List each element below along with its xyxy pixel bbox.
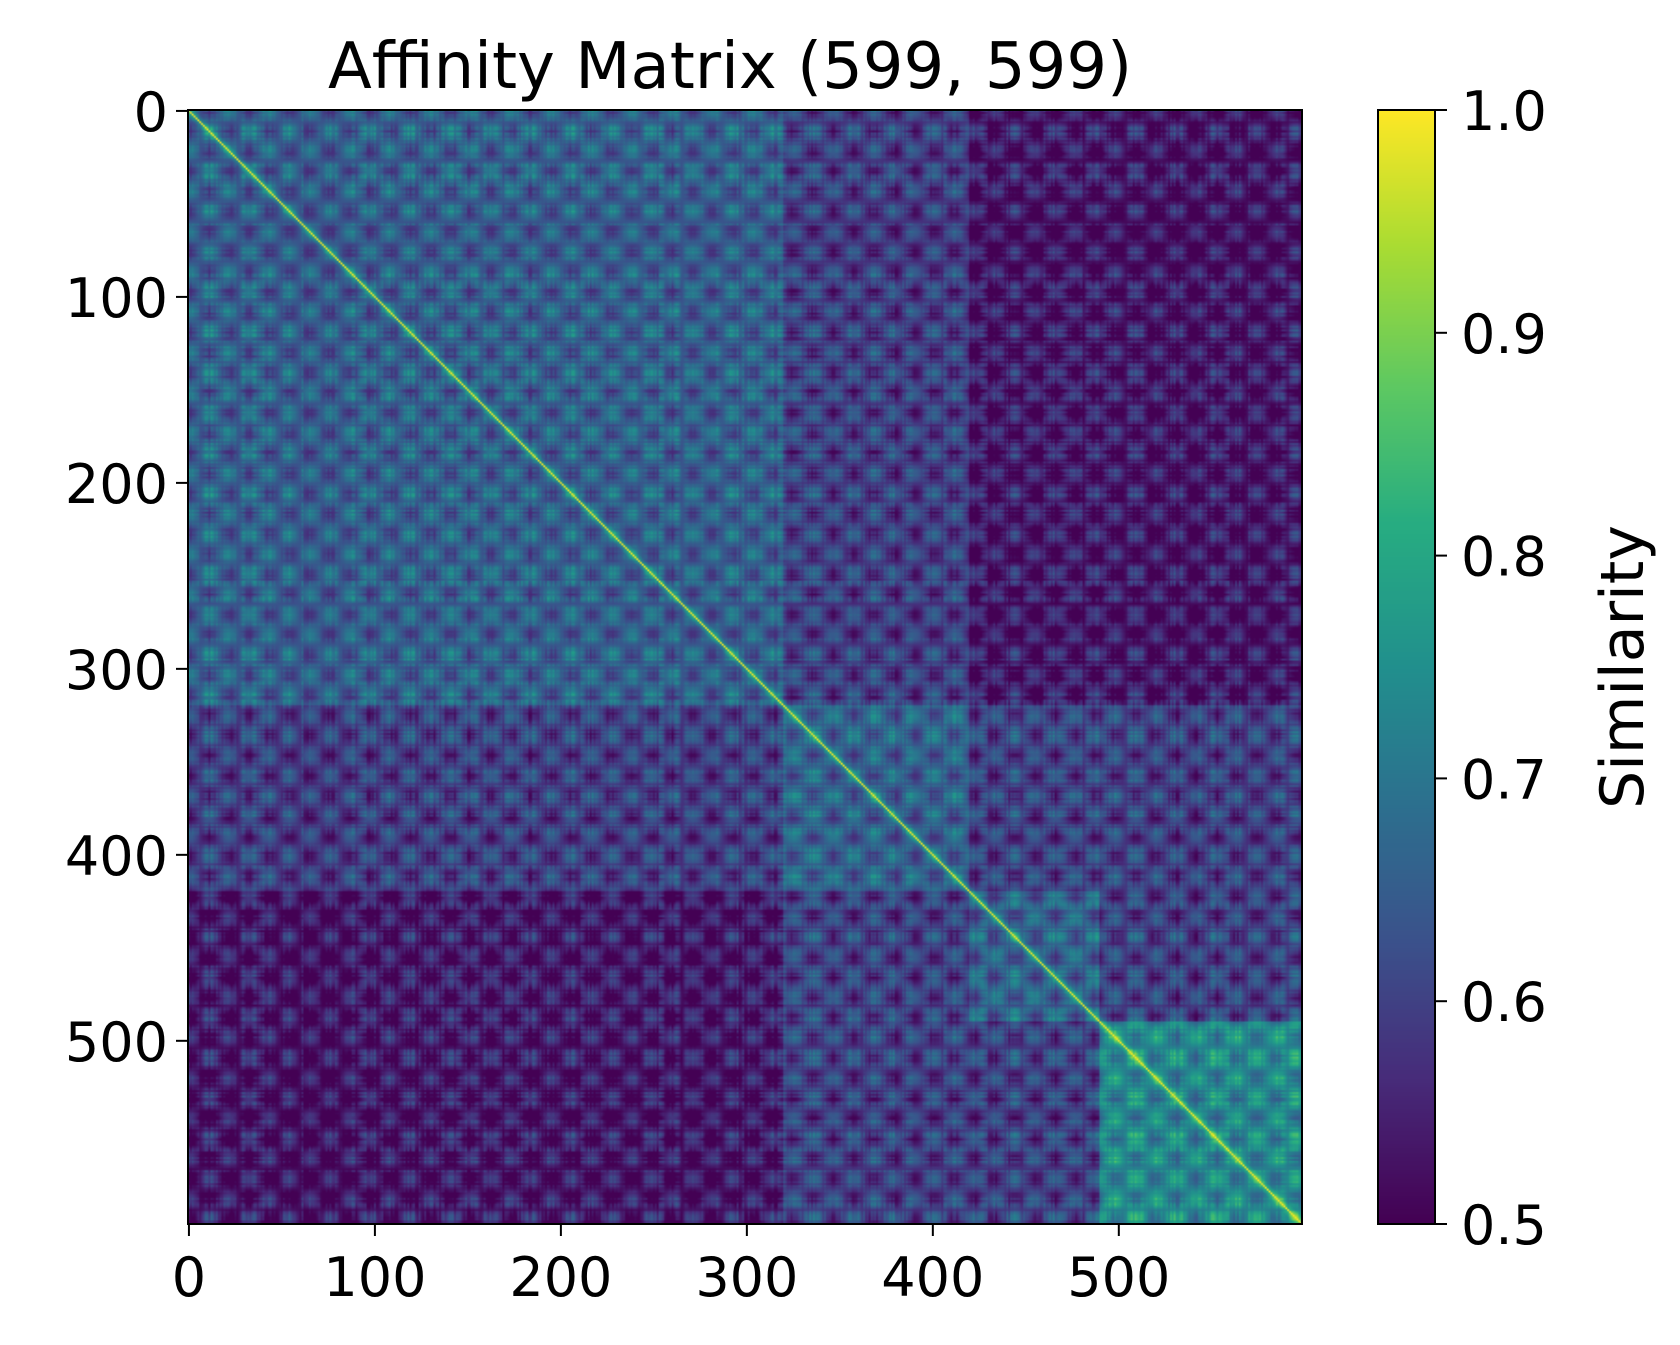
x-tick-label: 200 bbox=[509, 1246, 612, 1309]
colorbar-tick-label: 0.5 bbox=[1461, 1194, 1547, 1257]
x-axis: 0 100 200 300 400 500 bbox=[172, 1224, 1170, 1309]
colorbar-tick-label: 1.0 bbox=[1461, 80, 1547, 143]
colorbar-tick-label: 0.7 bbox=[1461, 748, 1547, 811]
y-tick-label: 100 bbox=[65, 267, 168, 330]
heatmap-frame bbox=[187, 109, 1303, 1225]
colorbar-gradient bbox=[1378, 110, 1435, 1224]
colorbar: 0.5 0.6 0.7 0.8 0.9 1.0 Similarity bbox=[1377, 80, 1658, 1257]
colorbar-tick-label: 0.8 bbox=[1461, 526, 1547, 589]
colorbar-ticks: 0.5 0.6 0.7 0.8 0.9 1.0 bbox=[1435, 80, 1547, 1257]
heatmap-image bbox=[188, 110, 1302, 1224]
y-tick-label: 500 bbox=[65, 1011, 168, 1074]
colorbar-tick-label: 0.6 bbox=[1461, 971, 1547, 1034]
y-tick-label: 0 bbox=[134, 81, 168, 144]
colorbar-frame bbox=[1377, 109, 1436, 1225]
x-tick-label: 0 bbox=[172, 1246, 206, 1309]
heatmap-area bbox=[187, 109, 1303, 1225]
x-tick-label: 400 bbox=[881, 1246, 984, 1309]
x-tick-label: 500 bbox=[1067, 1246, 1170, 1309]
x-tick-label: 300 bbox=[695, 1246, 798, 1309]
y-axis: 0 100 200 300 400 500 bbox=[65, 81, 188, 1074]
colorbar-tick-label: 0.9 bbox=[1461, 303, 1547, 366]
y-tick-label: 300 bbox=[65, 639, 168, 702]
colorbar-label: Similarity bbox=[1588, 525, 1658, 809]
y-tick-label: 400 bbox=[65, 825, 168, 888]
y-tick-label: 200 bbox=[65, 453, 168, 516]
x-tick-label: 100 bbox=[323, 1246, 426, 1309]
chart-title: Affinity Matrix (599, 599) bbox=[328, 30, 1132, 104]
